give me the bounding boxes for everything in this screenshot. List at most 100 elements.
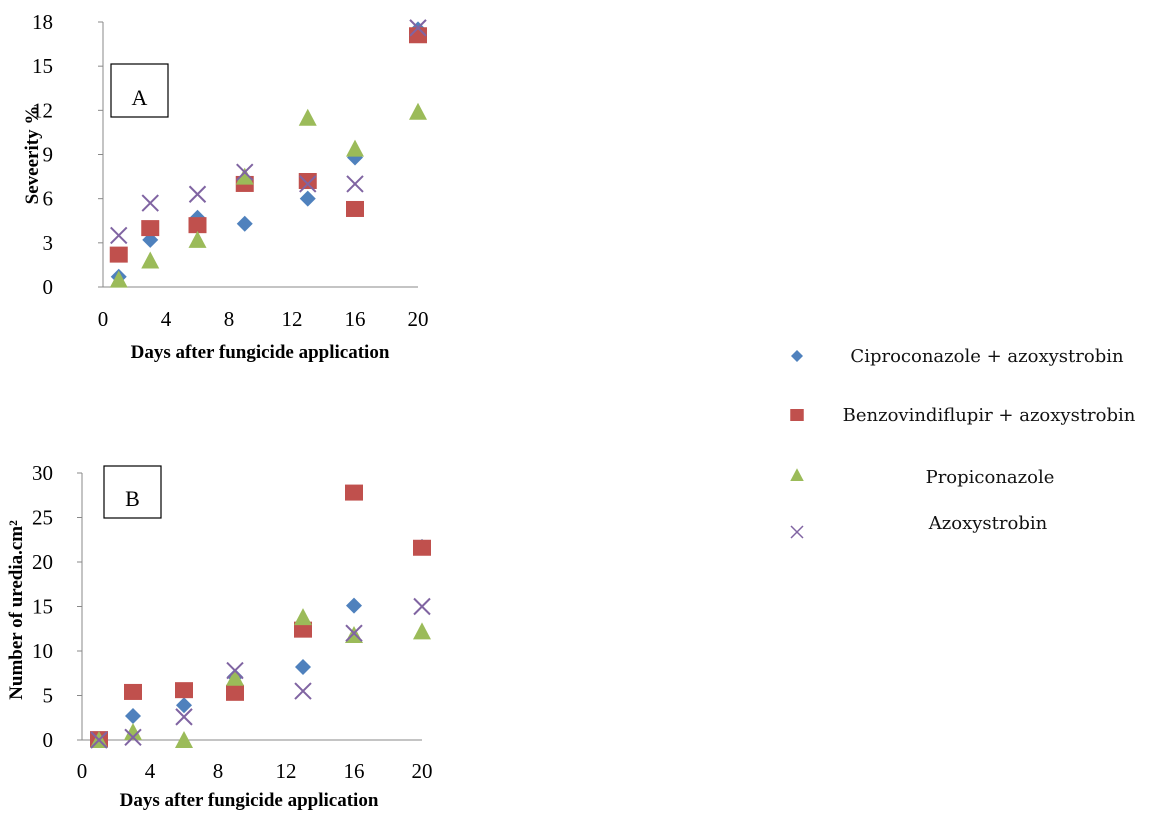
x-tick-label: 16: [345, 307, 366, 331]
y-tick-label: 0: [43, 275, 54, 299]
data-point: [413, 539, 431, 556]
legend-item: Propiconazole: [790, 467, 1054, 488]
data-point: [294, 682, 312, 700]
series-benzovindiflupir: [90, 484, 431, 748]
y-tick-label: 10: [32, 639, 53, 663]
data-point: [124, 683, 142, 700]
series-propiconazole: [109, 102, 427, 288]
legend-marker: [791, 350, 803, 362]
y-axis-title: Seveerity %: [22, 106, 43, 205]
y-tick-label: 30: [32, 461, 53, 485]
x-tick-label: 20: [408, 307, 429, 331]
x-tick-label: 0: [77, 759, 88, 783]
data-point: [125, 707, 141, 724]
data-point: [235, 167, 254, 185]
data-point: [226, 668, 244, 686]
data-point: [188, 230, 207, 248]
x-tick-label: 4: [161, 307, 172, 331]
series-benzovindiflupir: [109, 27, 427, 263]
data-point: [294, 621, 312, 638]
y-tick-label: 5: [43, 684, 54, 708]
data-point: [413, 622, 431, 640]
y-tick-label: 15: [32, 595, 53, 619]
data-point: [141, 194, 159, 212]
series-ciproconazole: [91, 538, 430, 748]
data-point: [110, 226, 128, 245]
legend-label: Ciproconazole + azoxystrobin: [850, 346, 1124, 367]
y-tick-label: 15: [32, 54, 53, 78]
series-ciproconazole: [110, 21, 426, 285]
data-point: [345, 624, 363, 642]
data-point: [188, 217, 207, 234]
data-point: [226, 661, 244, 680]
legend-marker: [790, 409, 804, 421]
legend-item: Ciproconazole + azoxystrobin: [791, 346, 1124, 367]
panel-label-box: [103, 465, 162, 519]
legend-marker: [790, 525, 804, 539]
legend-marker: [790, 468, 804, 481]
data-point: [346, 175, 364, 193]
data-point: [299, 190, 316, 207]
data-point: [346, 139, 364, 157]
y-tick-label: 18: [32, 10, 53, 34]
data-point: [298, 108, 317, 126]
y-axis-title: Number of uredia.cm²: [6, 520, 27, 700]
data-point: [299, 175, 317, 193]
series-propiconazole: [90, 608, 431, 748]
data-point: [175, 708, 193, 726]
y-tick-label: 12: [32, 98, 53, 122]
y-tick-label: 20: [32, 550, 53, 574]
data-point: [109, 246, 128, 263]
x-tick-label: 8: [224, 307, 235, 331]
data-point: [409, 19, 427, 37]
data-point: [346, 200, 364, 217]
chart-a: 0 3 6 9 12 15 18 0 4 8 12 16 20 Days after fungicide …: [22, 10, 429, 363]
data-point: [294, 608, 312, 626]
y-tick-label: 6: [43, 187, 54, 211]
panel-label: B: [125, 486, 140, 511]
data-point: [176, 697, 192, 714]
x-tick-label: 8: [213, 759, 224, 783]
legend-label: Propiconazole: [926, 467, 1055, 488]
legend-label: Azoxystrobin: [928, 513, 1048, 534]
data-point: [109, 270, 128, 288]
data-point: [124, 722, 142, 740]
panel-label-box: [110, 63, 169, 118]
legend-label: Benzovindiflupir + azoxystrobin: [843, 405, 1136, 426]
legend: Ciproconazole + azoxystrobin Benzovindifl…: [790, 346, 1136, 539]
data-point: [413, 597, 431, 616]
data-point: [141, 251, 160, 269]
data-point: [295, 659, 311, 676]
legend-item: Azoxystrobin: [790, 513, 1048, 539]
y-tick-label: 0: [43, 728, 54, 752]
data-point: [298, 173, 317, 189]
data-point: [175, 731, 193, 748]
data-point: [141, 220, 160, 237]
x-tick-label: 12: [282, 307, 303, 331]
data-point: [346, 597, 362, 614]
x-tick-label: 12: [276, 759, 297, 783]
chart-b: 0 5 10 15 20 25 30 0 4 8 12 16 20 Days after fungicid…: [6, 461, 433, 811]
series-azoxystrobin: [90, 597, 431, 749]
data-point: [236, 215, 253, 232]
y-tick-label: 25: [32, 506, 53, 530]
data-point: [345, 484, 363, 501]
series-azoxystrobin: [110, 19, 427, 245]
y-tick-label: 9: [43, 143, 54, 167]
x-axis-title: Days after fungicide application: [120, 790, 379, 811]
data-point: [188, 185, 207, 203]
x-axis-title: Days after fungicide application: [131, 342, 390, 363]
y-tick-label: 3: [43, 231, 54, 255]
panel-label: A: [132, 85, 148, 110]
data-point: [236, 163, 254, 181]
x-tick-label: 16: [344, 759, 365, 783]
data-point: [90, 731, 108, 749]
x-tick-label: 0: [98, 307, 109, 331]
legend-item: Benzovindiflupir + azoxystrobin: [790, 405, 1136, 426]
data-point: [409, 102, 427, 120]
data-point: [124, 728, 142, 747]
data-point: [175, 682, 193, 699]
x-tick-label: 20: [412, 759, 433, 783]
x-tick-label: 4: [145, 759, 156, 783]
